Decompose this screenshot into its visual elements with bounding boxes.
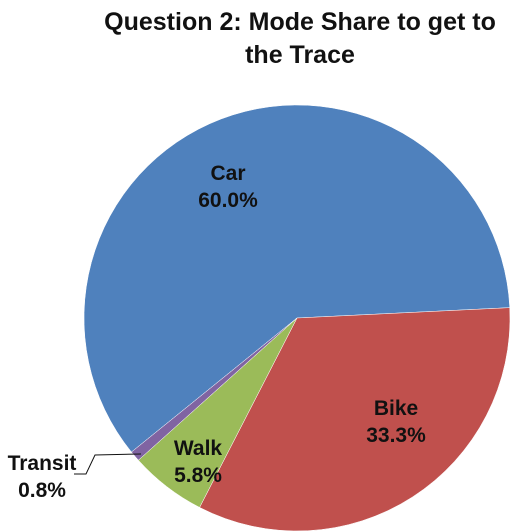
slice-category-label: Walk bbox=[174, 437, 223, 460]
chart-title: Question 2: Mode Share to get to the Tra… bbox=[104, 8, 496, 69]
slice-value-label: 0.8% bbox=[18, 479, 66, 502]
slice-value-label: 33.3% bbox=[366, 424, 426, 447]
slice-value-label: 60.0% bbox=[198, 189, 258, 212]
slice-category-label: Car bbox=[210, 162, 245, 185]
leader-line bbox=[74, 453, 142, 475]
pie-slice bbox=[83, 104, 511, 453]
slice-category-label: Bike bbox=[374, 397, 418, 420]
slice-value-label: 5.8% bbox=[174, 464, 222, 487]
pie-slice bbox=[131, 317, 298, 461]
pie-slice bbox=[199, 307, 511, 531]
slice-category-label: Transit bbox=[8, 452, 77, 475]
